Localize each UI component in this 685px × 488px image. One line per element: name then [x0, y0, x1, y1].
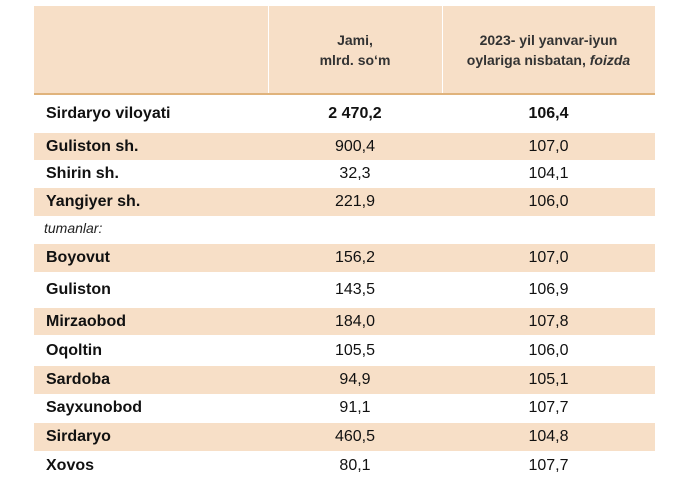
row-foiz: 105,1	[528, 371, 569, 388]
row-name: Sardoba	[46, 371, 111, 388]
table-row: Boyovut 156,2 107,0	[34, 244, 655, 272]
row-jami: 105,5	[334, 342, 376, 359]
table-row: Oqoltin 105,5 106,0	[34, 337, 655, 365]
header-jami-line1: Jami,	[337, 31, 373, 48]
table-header: Jami, mlrd. so‘m 2023- yil yanvar-iyun o…	[34, 6, 655, 95]
header-jami: Jami, mlrd. so‘m	[268, 6, 442, 93]
header-foiz-unit: foizda	[589, 51, 631, 68]
row-name: Guliston	[46, 281, 111, 298]
row-foiz: 104,8	[528, 428, 569, 445]
row-foiz: 107,0	[528, 137, 569, 155]
row-foiz: 104,1	[528, 165, 569, 182]
row-name: Yangiyer sh.	[46, 193, 141, 210]
row-foiz: 106,9	[528, 281, 569, 298]
data-table: Jami, mlrd. so‘m 2023- yil yanvar-iyun o…	[34, 6, 655, 474]
row-name: Sayxunobod	[46, 399, 143, 416]
row-jami: 156,2	[334, 249, 376, 266]
row-name: Guliston sh.	[46, 137, 139, 155]
row-name: Mirzaobod	[46, 312, 126, 330]
row-foiz: 106,4	[528, 105, 569, 122]
row-name: Sirdaryo viloyati	[46, 105, 171, 122]
header-jami-line2: mlrd. so‘m	[319, 51, 391, 68]
row-name: Oqoltin	[46, 342, 102, 359]
row-foiz: 106,0	[528, 342, 569, 359]
header-foiz-line2: oylariga nisbatan, foizda	[467, 50, 630, 70]
table-row: Xovos 80,1 107,7	[34, 452, 655, 480]
table-row: Yangiyer sh. 221,9 106,0	[34, 188, 655, 216]
table-row: Shirin sh. 32,3 104,1	[34, 160, 655, 188]
row-jami: 221,9	[334, 193, 376, 210]
row-jami: 94,9	[339, 371, 371, 388]
table-row: Guliston sh. 900,4 107,0	[34, 133, 655, 160]
row-foiz: 107,7	[528, 399, 569, 416]
row-jami: 184,0	[334, 312, 376, 330]
row-subheading: tumanlar:	[44, 220, 103, 236]
row-jami: 460,5	[334, 428, 376, 445]
row-name: Sirdaryo	[46, 428, 111, 445]
row-foiz: 107,0	[528, 249, 569, 266]
header-foiz-line1: 2023- yil yanvar-iyun	[479, 31, 618, 48]
row-jami: 143,5	[334, 281, 376, 298]
header-divider	[268, 6, 269, 93]
row-name: Shirin sh.	[46, 165, 119, 182]
row-jami: 80,1	[339, 457, 371, 474]
row-foiz: 106,0	[528, 193, 569, 210]
table-row: Mirzaobod 184,0 107,8	[34, 308, 655, 335]
header-foiz: 2023- yil yanvar-iyun oylariga nisbatan,…	[442, 6, 655, 93]
header-foiz-line2-text: oylariga nisbatan,	[466, 51, 590, 68]
table-row: Sardoba 94,9 105,1	[34, 366, 655, 394]
row-jami: 91,1	[339, 399, 371, 416]
row-jami: 900,4	[334, 137, 376, 155]
row-foiz: 107,7	[528, 457, 569, 474]
row-jami: 32,3	[339, 165, 371, 182]
row-name: Boyovut	[46, 249, 110, 266]
table-row-subheading: tumanlar:	[34, 216, 655, 240]
row-name: Xovos	[46, 457, 95, 474]
table-row: Guliston 143,5 106,9	[34, 276, 655, 304]
table-row-total: Sirdaryo viloyati 2 470,2 106,4	[34, 99, 655, 129]
table-row: Sayxunobod 91,1 107,7	[34, 394, 655, 422]
row-jami: 2 470,2	[328, 105, 382, 122]
header-divider	[442, 6, 443, 93]
row-foiz: 107,8	[528, 312, 569, 330]
table-row: Sirdaryo 460,5 104,8	[34, 423, 655, 451]
